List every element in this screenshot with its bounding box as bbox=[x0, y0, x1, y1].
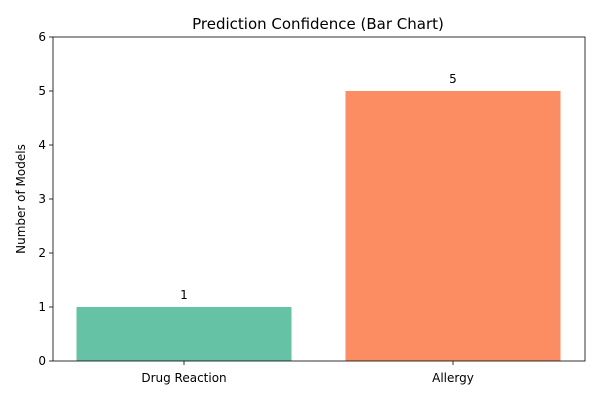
y-tick-label-5: 5 bbox=[38, 84, 46, 98]
bar-allergy bbox=[345, 91, 561, 361]
y-tick-label-6: 6 bbox=[38, 30, 46, 44]
data-label-drug-reaction: 1 bbox=[180, 288, 188, 302]
x-tick-label-allergy: Allergy bbox=[432, 371, 474, 385]
x-tick-label-drug-reaction: Drug Reaction bbox=[141, 371, 226, 385]
chart-title: Prediction Confidence (Bar Chart) bbox=[192, 15, 444, 33]
plot-area: 1 Drug Reaction 5 Allergy 0 1 2 3 4 5 6 bbox=[38, 30, 586, 385]
y-axis-label: Number of Models bbox=[14, 144, 28, 254]
y-tick-label-0: 0 bbox=[38, 354, 46, 368]
y-tick-label-3: 3 bbox=[38, 192, 46, 206]
y-tick-label-2: 2 bbox=[38, 246, 46, 260]
data-label-allergy: 5 bbox=[449, 72, 457, 86]
plot-frame bbox=[52, 36, 586, 362]
y-tick-label-4: 4 bbox=[38, 138, 46, 152]
bar-drug-reaction bbox=[76, 307, 292, 361]
y-tick-label-1: 1 bbox=[38, 300, 46, 314]
